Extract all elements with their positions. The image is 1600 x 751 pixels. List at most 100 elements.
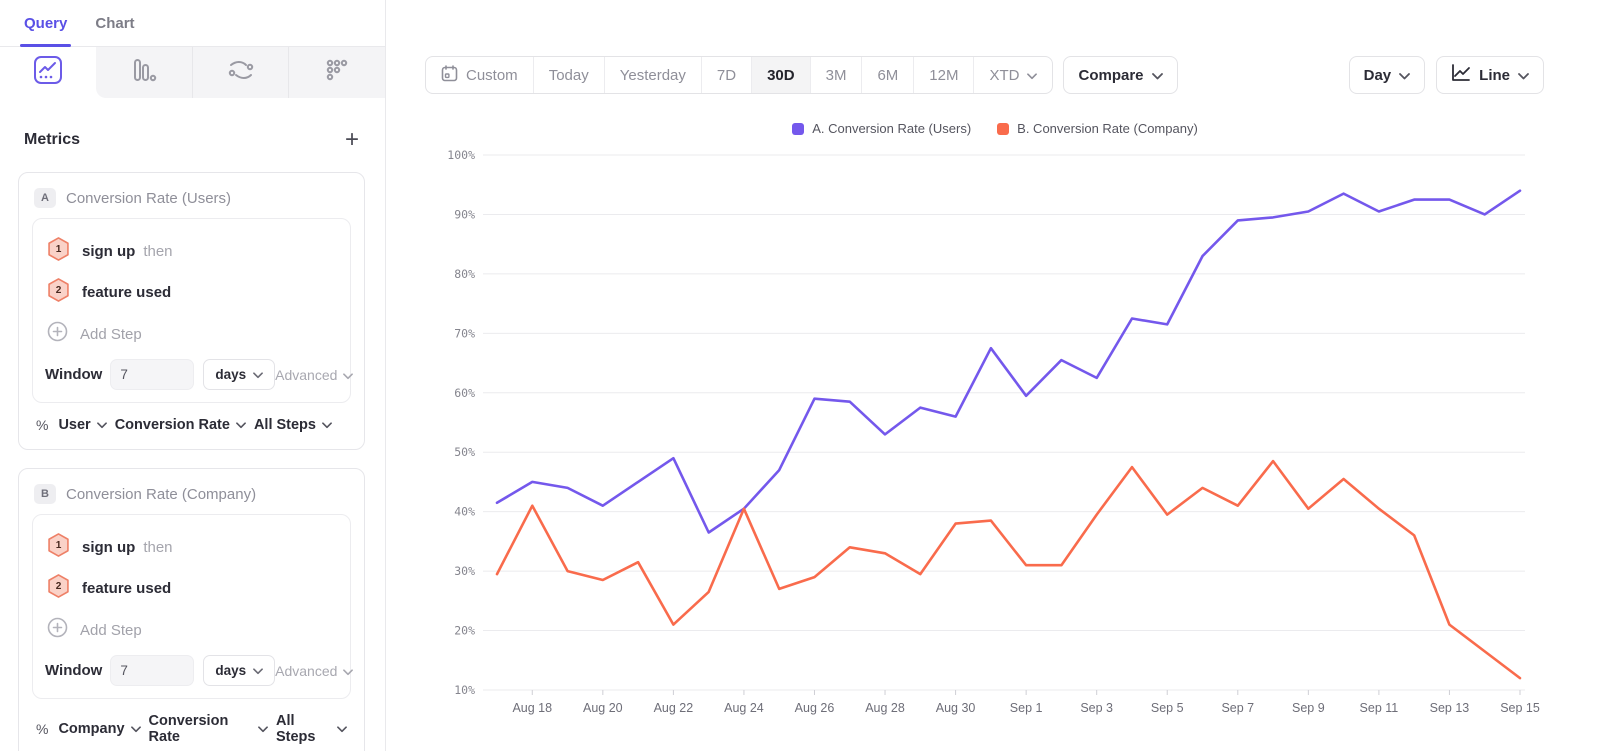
- tab-query[interactable]: Query: [19, 0, 72, 47]
- chart-type-button[interactable]: Line: [1436, 56, 1544, 94]
- tab-chart[interactable]: Chart: [95, 14, 135, 32]
- legend-item-b[interactable]: B. Conversion Rate (Company): [997, 121, 1198, 136]
- granularity-button[interactable]: Day: [1348, 56, 1426, 94]
- step-connector-label: then: [143, 243, 173, 260]
- x-axis-tick-label: Sep 15: [1500, 701, 1540, 715]
- chevron-down-icon: [1027, 67, 1038, 84]
- funnel-step-1[interactable]: 1 sign up then: [45, 527, 338, 568]
- counting-entity-select[interactable]: Company: [58, 721, 141, 737]
- chevron-down-icon: [1151, 67, 1163, 84]
- viz-tab-insights[interactable]: [0, 47, 97, 98]
- y-axis-tick-label: 90%: [454, 207, 475, 221]
- chevron-down-icon: [322, 417, 332, 433]
- insights-line-chart-icon: [31, 53, 65, 92]
- advanced-options-toggle[interactable]: Advanced: [275, 663, 354, 679]
- line-chart: 10% 20% 30% 40% 50% 60% 70% 80% 90% 100% Aug 18 Aug…: [440, 145, 1550, 735]
- advanced-options-toggle[interactable]: Advanced: [275, 367, 354, 383]
- date-range-yesterday[interactable]: Yesterday: [605, 57, 702, 93]
- svg-text:1: 1: [56, 244, 62, 255]
- add-step-button[interactable]: Add Step: [45, 609, 338, 653]
- query-sidebar: Query Chart: [0, 0, 386, 751]
- y-axis-tick-label: 100%: [447, 148, 475, 162]
- x-axis-tick-label: Aug 22: [654, 701, 694, 715]
- measurement-select[interactable]: Conversion Rate: [115, 417, 246, 433]
- y-axis-tick-label: 70%: [454, 326, 475, 340]
- y-axis-tick-label: 40%: [454, 505, 475, 519]
- legend-item-a[interactable]: A. Conversion Rate (Users): [792, 121, 971, 136]
- svg-text:1: 1: [56, 540, 62, 551]
- date-range-12m[interactable]: 12M: [914, 57, 975, 93]
- funnel-step-2[interactable]: 2 feature used: [45, 272, 338, 313]
- funnel-step-2[interactable]: 2 feature used: [45, 568, 338, 609]
- chevron-down-icon: [1399, 67, 1411, 84]
- x-axis-tick-label: Sep 1: [1010, 701, 1043, 715]
- date-range-label: 30D: [767, 66, 795, 84]
- svg-text:2: 2: [56, 285, 62, 296]
- funnel-steps-box: 1 sign up then 2 feature used Add Step Window d…: [32, 514, 354, 699]
- y-axis-tick-label: 30%: [454, 564, 475, 578]
- date-range-30d[interactable]: 30D: [752, 57, 811, 93]
- viz-tab-retention[interactable]: [288, 47, 385, 98]
- metric-card-header[interactable]: A Conversion Rate (Users): [32, 186, 351, 218]
- window-value-input[interactable]: [110, 655, 195, 686]
- x-axis-tick-label: Sep 3: [1080, 701, 1113, 715]
- legend-swatch: [792, 122, 805, 135]
- legend-label: B. Conversion Rate (Company): [1017, 121, 1198, 136]
- sidebar-tab-bar: Query Chart: [0, 0, 385, 47]
- circle-plus-icon: [47, 321, 68, 347]
- measurement-select[interactable]: Conversion Rate: [149, 713, 268, 745]
- date-range-label: Today: [548, 66, 589, 84]
- chart-legend: A. Conversion Rate (Users) B. Conversion …: [440, 121, 1550, 136]
- line-chart-icon: [1451, 64, 1471, 86]
- visualization-type-strip: [0, 47, 385, 98]
- metric-card-header[interactable]: B Conversion Rate (Company): [32, 482, 351, 514]
- viz-tab-flows[interactable]: [191, 47, 289, 98]
- x-axis-tick-label: Aug 18: [512, 701, 552, 715]
- percent-icon: %: [36, 417, 49, 433]
- add-step-label: Add Step: [80, 325, 142, 343]
- metric-title: Conversion Rate (Company): [66, 485, 257, 503]
- add-metric-button[interactable]: +: [344, 126, 359, 153]
- window-value-input[interactable]: [110, 359, 195, 390]
- date-range-label: Custom: [466, 66, 518, 84]
- metric-letter-badge: B: [34, 484, 56, 504]
- date-range-3m[interactable]: 3M: [811, 57, 863, 93]
- date-range-custom[interactable]: Custom: [426, 57, 534, 93]
- step-event-name: feature used: [82, 580, 172, 597]
- date-range-label: 12M: [929, 66, 959, 84]
- date-range-today[interactable]: Today: [534, 57, 605, 93]
- metric-title: Conversion Rate (Users): [66, 189, 232, 207]
- date-range-6m[interactable]: 6M: [862, 57, 915, 93]
- chevron-down-icon: [96, 417, 107, 433]
- x-axis-tick-label: Aug 20: [583, 701, 623, 715]
- date-range-xtd[interactable]: XTD: [974, 57, 1052, 93]
- y-axis-tick-label: 10%: [454, 683, 475, 697]
- x-axis-tick-label: Aug 26: [795, 701, 835, 715]
- counting-entity-select[interactable]: User: [58, 417, 107, 433]
- svg-text:2: 2: [56, 581, 62, 592]
- x-axis-tick-label: Aug 28: [865, 701, 905, 715]
- steps-scope-select[interactable]: All Steps: [254, 417, 332, 433]
- flows-icon: [227, 57, 255, 88]
- series-line-b-company: [495, 459, 1522, 680]
- steps-scope-select[interactable]: All Steps: [276, 713, 347, 745]
- legend-swatch: [997, 122, 1010, 135]
- chevron-down-icon: [130, 721, 141, 737]
- metric-letter-badge: A: [34, 188, 56, 208]
- viz-tab-funnels[interactable]: [96, 47, 192, 98]
- date-range-7d[interactable]: 7D: [702, 57, 753, 93]
- y-axis-tick-label: 50%: [454, 445, 475, 459]
- window-unit-select[interactable]: days: [203, 655, 276, 686]
- retention-dots-icon: [324, 57, 350, 88]
- compare-button[interactable]: Compare: [1063, 56, 1178, 94]
- funnel-step-1[interactable]: 1 sign up then: [45, 231, 338, 272]
- chevron-down-icon: [236, 417, 246, 433]
- funnel-bars-icon: [131, 57, 157, 88]
- add-step-button[interactable]: Add Step: [45, 313, 338, 357]
- window-unit-select[interactable]: days: [203, 359, 276, 390]
- chevron-down-icon: [258, 721, 268, 737]
- date-range-control: Custom Today Yesterday 7D 30D 3M 6M 12M XTD: [425, 56, 1054, 94]
- viz-inactive-group: [96, 47, 385, 98]
